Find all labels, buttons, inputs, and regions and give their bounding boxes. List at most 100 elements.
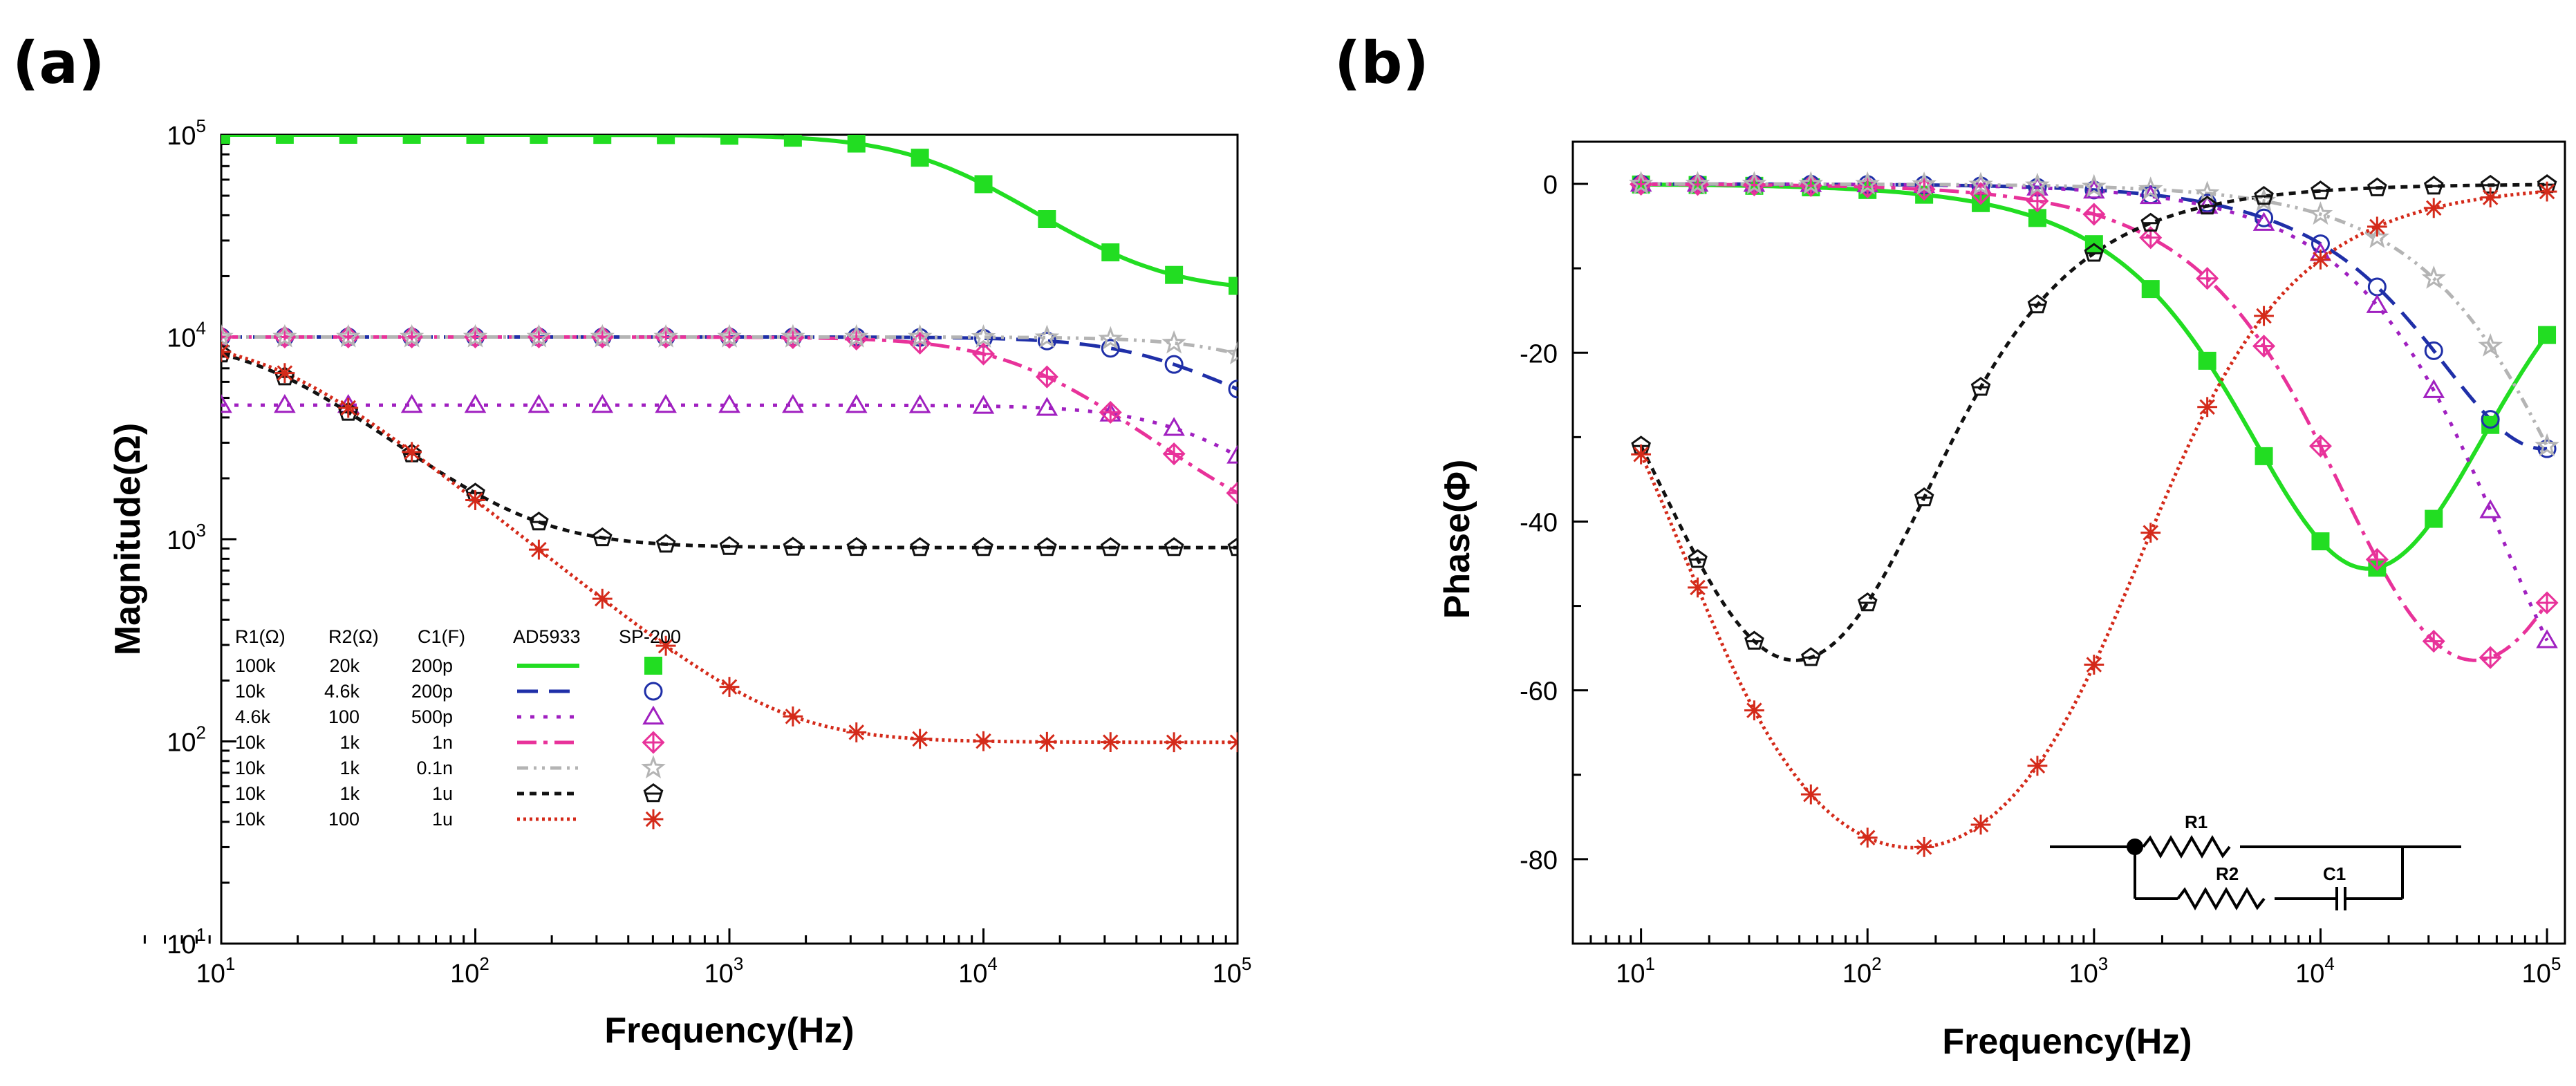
magnitude-marker-series-5 [1098,326,1123,350]
magnitude-marker-series-7 [1100,732,1121,753]
magnitude-x-tick-base: 10 [704,959,734,989]
magnitude-marker-series-1 [657,135,675,144]
phase-x-tick-exp: 5 [2551,953,2561,974]
magnitude-marker-series-4 [1099,400,1122,424]
magnitude-y-tick-exp: 5 [196,115,206,136]
legend-c1-value: 1n [432,732,453,753]
circuit-node [2127,839,2143,855]
phase-marker-series-2 [2255,208,2274,227]
legend-rows: 100k 20k 200p 10k 4.6k 200p 4.6k 100 500p 10k 1k 1n… [235,655,666,830]
legend-marker-sample-2 [644,682,663,701]
circuit-diagram: R1 R2 C1 [2050,812,2461,911]
magnitude-marker-series-3 [972,395,995,414]
legend-r1-value: 10k [235,681,265,702]
magnitude-y-tick-base: 10 [167,324,196,353]
phase-marker-series-1 [2028,209,2046,227]
resistor-r2 [2176,886,2266,911]
phase-marker-series-5 [2478,333,2503,357]
phase-marker-series-2 [2424,341,2443,360]
legend-r2-value: 100 [328,809,360,830]
magnitude-y-tick-base: 10 [167,729,196,758]
magnitude-marker-series-5 [463,324,488,348]
magnitude-marker-series-4 [1226,481,1238,505]
phase-marker-series-7 [1688,577,1708,598]
phase-marker-series-7 [2537,181,2557,202]
magnitude-marker-series-2 [1037,331,1056,350]
resistor-r1 [2142,834,2231,859]
phase-marker-series-4 [2422,630,2445,653]
phase-x-axis-title: Frequency(Hz) [1942,1022,2192,1062]
magnitude-marker-series-7 [221,341,232,362]
magnitude-marker-series-1 [530,135,548,144]
phase-marker-series-6 [2084,243,2104,262]
phase-series-line-6 [1639,182,2548,662]
phase-x-tick-exp: 3 [2098,953,2108,974]
magnitude-x-tick-base: 10 [450,959,479,989]
magnitude-marker-series-5 [272,324,297,348]
phase-marker-series-5 [1685,171,1710,195]
phase-marker-series-5 [1968,171,1993,196]
phase-marker-series-3 [2423,379,2445,398]
magnitude-marker-series-3 [1036,397,1058,416]
magnitude-x-tick-label: 105 [1213,953,1252,989]
phase-marker-series-7 [1970,814,1991,835]
phase-marker-group [1628,171,2559,857]
magnitude-x-tick-label: 101 [196,953,236,989]
magnitude-marker-series-1 [847,135,866,153]
phase-marker-series-7 [1744,700,1764,721]
magnitude-marker-series-6 [529,512,549,531]
phase-x-tick-exp: 1 [1645,953,1655,974]
magnitude-marker-series-1 [275,135,294,144]
magnitude-marker-series-3 [274,393,296,413]
phase-x-tick-label: 102 [1842,953,1882,989]
magnitude-marker-series-4 [1035,365,1058,388]
magnitude-marker-series-3 [782,393,804,413]
phase-marker-series-1 [2255,447,2273,465]
magnitude-marker-series-3 [845,394,868,413]
phase-marker-series-4 [2479,646,2502,669]
phase-plot-frame [1571,140,2566,945]
magnitude-y-tick-label: 105 [167,115,206,151]
magnitude-marker-series-7 [1164,732,1184,753]
magnitude-marker-series-7 [783,706,803,727]
magnitude-x-tick-exp: 1 [225,953,235,974]
phase-marker-series-5 [2025,172,2050,196]
magnitude-marker-series-1 [1038,210,1056,229]
magnitude-marker-series-6 [655,534,676,553]
magnitude-marker-series-4 [1162,442,1186,466]
circuit-label-r1: R1 [2185,812,2208,832]
phase-marker-series-6 [2140,212,2161,232]
phase-marker-series-6 [1970,377,1991,396]
phase-y-tick-label: -80 [1520,846,1558,875]
magnitude-marker-series-5 [781,324,805,348]
magnitude-marker-series-1 [1101,243,1120,262]
phase-marker-series-7 [2311,249,2331,270]
magnitude-marker-series-6 [910,537,930,556]
phase-marker-series-7 [2254,306,2274,326]
magnitude-marker-series-7 [1036,731,1057,752]
phase-marker-series-3 [2479,499,2501,518]
magnitude-marker-series-6 [1227,537,1238,556]
legend-r1-value: 10k [235,783,265,804]
legend-marker-sample-3 [642,705,664,725]
magnitude-marker-series-3 [464,393,487,413]
magnitude-marker-series-7 [973,731,993,751]
phase-x-tick-exp: 4 [2324,953,2334,974]
magnitude-marker-series-6 [1100,537,1121,556]
phase-marker-series-6 [2367,177,2387,196]
phase-marker-series-5 [1742,171,1767,195]
magnitude-y-tick-label: 101 [167,924,206,959]
magnitude-marker-series-3 [1163,417,1185,436]
magnitude-x-tick-exp: 5 [1242,953,1251,974]
magnitude-marker-series-3 [400,393,423,413]
magnitude-y-axis-title: Magnitude(Ω) [108,423,148,655]
phase-marker-series-5 [1912,171,1936,196]
magnitude-marker-series-7 [592,588,613,609]
phase-y-tick-label: -60 [1520,677,1558,706]
legend-header-c1: C1(F) [418,626,465,647]
